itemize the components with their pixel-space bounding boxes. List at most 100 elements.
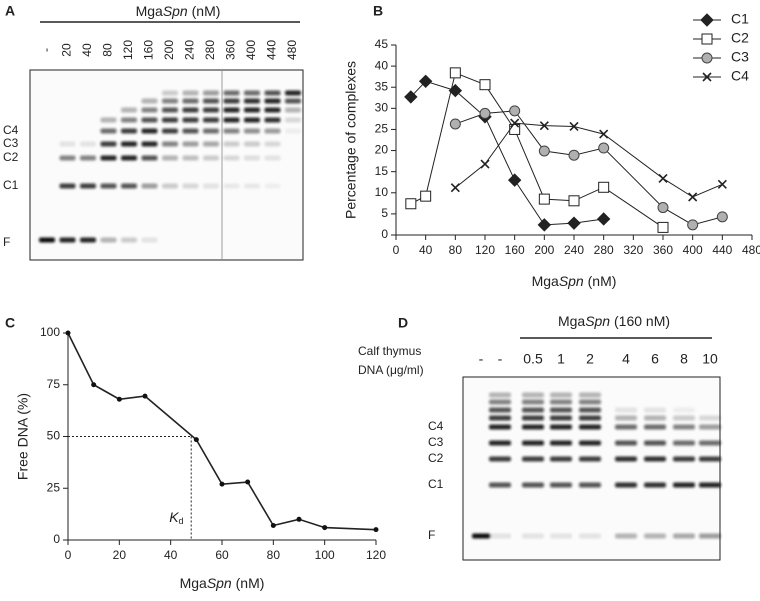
- gel-band: [673, 415, 695, 421]
- lane-label: 6: [651, 351, 659, 367]
- gel-band: [699, 533, 721, 539]
- marker: [538, 145, 550, 157]
- marker: [537, 218, 552, 232]
- band-label: C1: [428, 477, 444, 491]
- gel-band: [223, 90, 240, 96]
- gel-header: MgaSpn (160 nM): [558, 313, 670, 329]
- marker: [245, 479, 251, 485]
- panel-label: C: [5, 315, 15, 331]
- gel-band: [644, 456, 666, 462]
- gel-band: [550, 440, 572, 446]
- marker: [596, 212, 611, 226]
- gel-band: [673, 482, 695, 488]
- condition-label: Calf thymus: [358, 344, 421, 358]
- lane-label: -: [39, 48, 53, 52]
- lane-label: 400: [244, 40, 258, 60]
- x-tick-label: 360: [653, 243, 673, 257]
- gel-band: [223, 155, 240, 161]
- gel-band: [579, 407, 601, 413]
- gel-band: [522, 407, 544, 413]
- gel-band: [182, 141, 199, 147]
- gel-band: [203, 128, 219, 134]
- gel-band: [203, 183, 219, 189]
- gel-band: [121, 237, 137, 243]
- gel-band: [522, 399, 544, 405]
- y-tick-label: 100: [40, 325, 60, 339]
- marker: [658, 173, 668, 183]
- gel-band: [100, 117, 117, 123]
- band-label: C2: [428, 451, 444, 465]
- panel-label: D: [398, 315, 408, 331]
- lane-label: 360: [224, 40, 238, 60]
- legend-marker: [702, 72, 712, 82]
- gel-band: [550, 424, 572, 430]
- gel-band: [550, 407, 572, 413]
- x-tick-label: 120: [475, 243, 495, 257]
- label-part: (nM): [232, 575, 265, 591]
- marker: [688, 192, 698, 202]
- series-line: [455, 122, 723, 198]
- gel-band: [615, 424, 637, 430]
- gel-band: [489, 399, 511, 405]
- band-label: C2: [3, 150, 19, 164]
- gel-band: [162, 117, 178, 123]
- x-tick-label: 440: [712, 243, 732, 257]
- marker: [219, 481, 225, 487]
- y-tick-label: 15: [375, 164, 389, 178]
- annotation-part: K: [169, 509, 179, 525]
- gel-band: [579, 399, 601, 405]
- gel-band: [644, 482, 666, 488]
- gel-band: [615, 482, 637, 488]
- x-tick-label: 400: [683, 243, 703, 257]
- y-tick-label: 50: [47, 429, 61, 443]
- lane-label: 480: [285, 40, 299, 60]
- header-part: Mga: [136, 3, 163, 19]
- gel-band: [489, 407, 511, 413]
- gel-band: [579, 533, 601, 539]
- band-label: C4: [3, 123, 19, 137]
- gel-band: [100, 183, 117, 189]
- band-label: C1: [3, 178, 19, 192]
- gel-band: [244, 98, 260, 104]
- marker: [116, 396, 122, 402]
- gel-band: [522, 533, 544, 539]
- label-part: Mga: [180, 575, 207, 591]
- lane-label: 2: [586, 351, 594, 367]
- gel-band: [121, 107, 137, 113]
- gel-band: [223, 183, 240, 189]
- marker: [479, 79, 491, 91]
- gel-band: [489, 392, 511, 398]
- legend-label: C3: [731, 49, 749, 65]
- gel-band: [244, 155, 260, 161]
- gel-band: [141, 128, 158, 134]
- gel-band: [673, 407, 695, 413]
- x-tick-label: 160: [505, 243, 525, 257]
- gel-band: [489, 533, 511, 539]
- gel-band: [100, 237, 117, 243]
- gel-band: [579, 440, 601, 446]
- gel-band: [615, 533, 637, 539]
- label-part: (nM): [584, 273, 617, 289]
- lane-label: 4: [622, 351, 630, 367]
- gel-band: [472, 533, 490, 539]
- gel-band: [203, 107, 219, 113]
- gel-band: [673, 456, 695, 462]
- gel-band: [489, 482, 511, 488]
- x-tick-label: 80: [449, 243, 463, 257]
- annotation: Kd: [169, 509, 183, 527]
- annotation-part: d: [179, 516, 184, 526]
- header-part: Spn: [163, 3, 188, 19]
- gel-band: [80, 155, 96, 161]
- panel-label: A: [5, 3, 15, 19]
- gel-band: [203, 90, 219, 96]
- y-tick-label: 5: [381, 206, 388, 220]
- gel-band: [285, 117, 301, 123]
- x-tick-label: 480: [742, 243, 760, 257]
- gel-band: [59, 237, 76, 243]
- y-tick-label: 45: [375, 37, 389, 51]
- marker: [599, 129, 609, 139]
- marker: [270, 523, 276, 529]
- y-tick-label: 0: [381, 227, 388, 241]
- gel-band: [489, 456, 511, 462]
- marker: [480, 159, 490, 169]
